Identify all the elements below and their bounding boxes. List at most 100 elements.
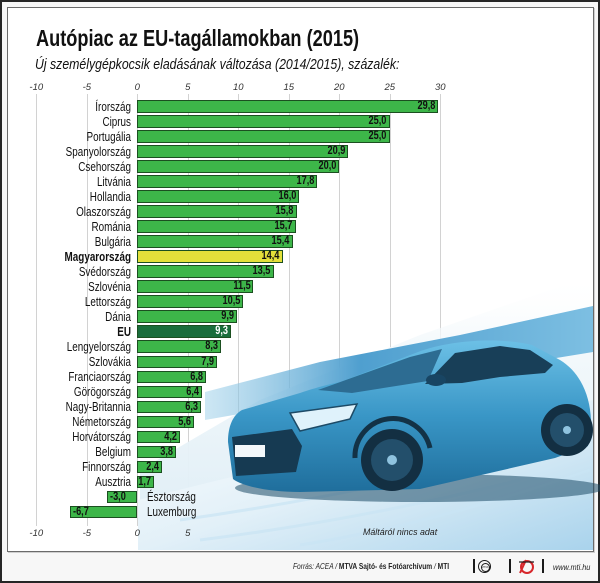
bar-value-label: 5,6 [178, 415, 191, 428]
x-tick-label-top: 30 [435, 82, 446, 93]
chart-note: Máltáról nincs adat [363, 527, 438, 538]
x-tick-label-top: -10 [29, 82, 44, 93]
gridline [288, 94, 290, 526]
category-label: Görögország [73, 384, 131, 400]
category-label: Írország [95, 98, 131, 114]
category-label: Horvátország [72, 429, 131, 445]
bar-value-label: 9,9 [221, 310, 235, 323]
category-label: Hollandia [89, 188, 131, 204]
category-label: Németország [72, 414, 131, 430]
bar-value-label: 25,0 [368, 115, 387, 128]
x-tick-label-top: 25 [384, 82, 396, 93]
bar: 15,7 [137, 220, 296, 233]
bar-value-label: 8,3 [205, 340, 219, 353]
x-tick-label-top: 10 [233, 82, 244, 93]
x-tick-label-bottom: 0 [134, 528, 140, 539]
chart-subtitle: Új személygépkocsik eladásának változása… [35, 56, 400, 73]
bar: 8,3 [137, 340, 222, 353]
bar-value-label: 17,8 [296, 175, 315, 188]
bar-value-label: -3,0 [110, 490, 126, 503]
gridline [137, 94, 139, 526]
category-label: Portugália [86, 128, 131, 144]
category-label: Luxemburg [147, 504, 197, 520]
bar: 3,8 [137, 445, 176, 459]
category-label: EU [117, 323, 131, 339]
license-plate [235, 445, 265, 457]
category-label: Spanyolország [65, 143, 131, 159]
website-link[interactable]: www.mti.hu [553, 562, 591, 572]
bar: 15,8 [137, 205, 297, 218]
bar: 14,4 [137, 250, 283, 263]
bar: 11,5 [137, 280, 254, 293]
category-label: Bulgária [94, 233, 131, 249]
bar-value-label: 4,2 [163, 430, 177, 443]
category-label: Litvánia [96, 173, 131, 189]
footer-divider [473, 559, 475, 573]
x-tick-label-top: 15 [283, 82, 295, 93]
bar: 13,5 [137, 265, 274, 278]
bar-value-label: 13,5 [252, 265, 271, 278]
bar: 2,4 [137, 460, 162, 474]
x-tick-label-top: 0 [134, 82, 140, 93]
bar: 5,6 [137, 415, 194, 429]
gridline [389, 94, 391, 526]
gridline [339, 94, 341, 526]
bar-value-label: 14,4 [261, 250, 280, 263]
category-label: Svédország [78, 263, 131, 279]
x-tick-label-top: 5 [185, 82, 191, 93]
chart-title: Autópiac az EU-tagállamokban (2015) [36, 25, 360, 51]
bar-value-label: 9,3 [215, 325, 229, 338]
category-label: Belgium [95, 444, 131, 460]
category-label: Dánia [105, 308, 131, 324]
category-label: Szlovénia [88, 278, 131, 294]
gridline [238, 94, 240, 526]
bar: 25,0 [137, 115, 390, 128]
bar: -3,0 [107, 490, 138, 504]
bar: 25,0 [137, 130, 390, 143]
footer-divider [542, 559, 544, 573]
bar-value-label: 29,8 [417, 100, 436, 112]
bar-value-label: -6,7 [72, 505, 89, 518]
category-label: Olaszország [76, 203, 131, 219]
bar: 20,9 [137, 145, 349, 158]
bar: 17,8 [137, 175, 318, 188]
x-tick-label-bottom: -10 [29, 528, 44, 539]
gridline [86, 94, 88, 526]
category-label: Románia [91, 218, 131, 234]
mtva-logo-icon: MTVA [478, 560, 491, 573]
bar: 1,7 [137, 475, 155, 489]
category-label: Magyarország [64, 248, 131, 264]
footer-source-agency: MTI [437, 561, 450, 571]
bar-value-label: 11,5 [233, 280, 251, 293]
x-tick-label-bottom: 5 [185, 528, 191, 539]
bar-value-label: 20,0 [318, 160, 337, 173]
bar-value-label: 10,5 [222, 295, 241, 308]
bar-value-label: 2,4 [145, 460, 159, 473]
car-icon [228, 340, 600, 502]
bar: 7,9 [137, 355, 218, 368]
bar-value-label: 6,3 [185, 400, 198, 413]
bar-value-label: 16,0 [277, 190, 296, 203]
bar: 6,8 [137, 370, 206, 384]
bar: 10,5 [137, 295, 244, 308]
footer-divider [509, 559, 511, 573]
footer-source: Forrás: ACEA / MTVA Sajtó- és Fotóarchív… [293, 561, 449, 571]
bar-value-label: 15,7 [274, 220, 293, 233]
category-label: Nagy-Britannia [65, 399, 131, 415]
bar: 15,4 [137, 235, 293, 248]
gridline [440, 94, 442, 526]
bar: 29,8 [137, 100, 439, 113]
bar-value-label: 20,9 [327, 145, 346, 158]
bar: 6,4 [137, 385, 202, 399]
category-label: Szlovákia [88, 354, 131, 369]
bar: -6,7 [69, 505, 138, 519]
x-tick-label-top: 20 [334, 82, 345, 93]
x-tick-label-bottom: -5 [82, 528, 92, 539]
bar-value-label: 6,4 [186, 385, 199, 398]
bar-value-label: 25,0 [368, 130, 387, 143]
footer-source-archive: MTVA Sajtó- és Fotóarchívum [338, 561, 433, 571]
category-label: Franciaország [68, 369, 131, 385]
